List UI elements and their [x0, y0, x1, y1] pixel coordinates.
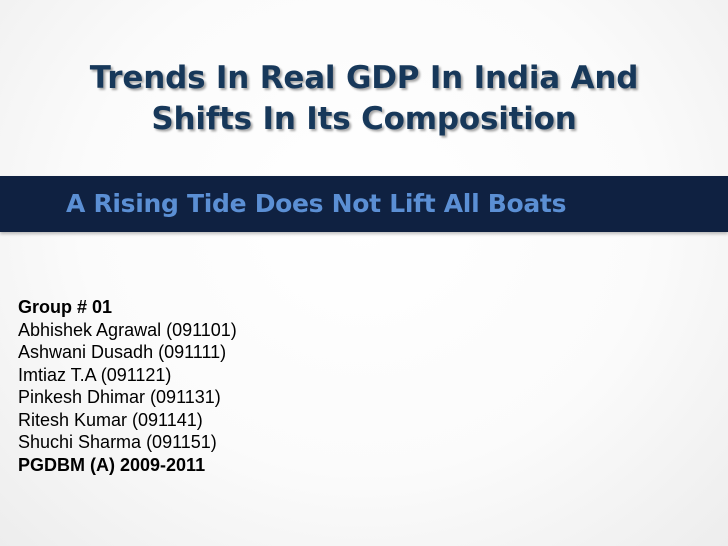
title-line-2: Shifts In Its Composition — [151, 101, 577, 137]
program-label: PGDBM (A) 2009-2011 — [18, 454, 206, 475]
title-line-1: Trends In Real GDP In India And — [89, 60, 639, 96]
member-item: Pinkesh Dhimar (091131) — [18, 387, 221, 407]
group-label: Group # 01 — [18, 297, 113, 317]
member-item: Ashwani Dusadh (091111) — [18, 342, 227, 362]
subtitle-band: A Rising Tide Does Not Lift All Boats — [0, 176, 728, 232]
member-item: Abhishek Agrawal (091101) — [18, 319, 237, 340]
slide-title: Trends In Real GDP In India And Shifts I… — [40, 58, 688, 140]
member-item: Shuchi Sharma (091151) — [18, 432, 217, 452]
slide-subtitle: A Rising Tide Does Not Lift All Boats — [66, 189, 567, 218]
member-item: Imtiaz T.A (091121) — [18, 364, 172, 385]
group-members-list: Group # 01 Abhishek Agrawal (091101) Ash… — [18, 296, 237, 476]
member-item: Ritesh Kumar (091141) — [18, 409, 203, 430]
